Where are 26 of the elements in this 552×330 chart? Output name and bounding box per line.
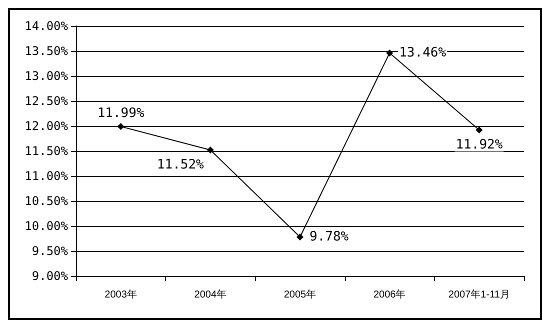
- y-tick-label: 12.00%: [24, 119, 69, 133]
- x-tick-label: 2004年: [194, 288, 227, 300]
- x-tick-label: 2005年: [284, 288, 316, 300]
- point: [476, 126, 483, 134]
- point: [117, 123, 124, 130]
- y-tick-label: 11.00%: [24, 169, 69, 183]
- data-label: 9.78%: [310, 230, 349, 244]
- y-tick-label: 10.00%: [24, 219, 69, 233]
- y-tick-label: 9.00%: [32, 269, 69, 283]
- x-tick-label: 2006年: [373, 288, 406, 300]
- data-label: 11.52%: [156, 158, 204, 172]
- y-tick-label: 12.50%: [24, 94, 69, 108]
- y-tick-label: 10.50%: [24, 194, 69, 208]
- point: [386, 50, 394, 56]
- data-label: 11.92%: [456, 138, 503, 152]
- y-tick-label: 9.50%: [32, 244, 69, 258]
- y-tick-label: 13.50%: [24, 44, 69, 58]
- y-tick-label: 14.00%: [24, 19, 69, 33]
- point: [206, 146, 214, 154]
- x-tick-label: 2003年: [104, 288, 137, 300]
- data-label: 13.46%: [399, 46, 446, 60]
- y-tick-label: 11.50%: [24, 144, 69, 158]
- y-tick-label: 13.00%: [24, 69, 69, 83]
- data-label: 11.99%: [97, 106, 144, 121]
- x-tick-label: 2007年1-11月: [448, 288, 510, 300]
- point: [296, 234, 304, 240]
